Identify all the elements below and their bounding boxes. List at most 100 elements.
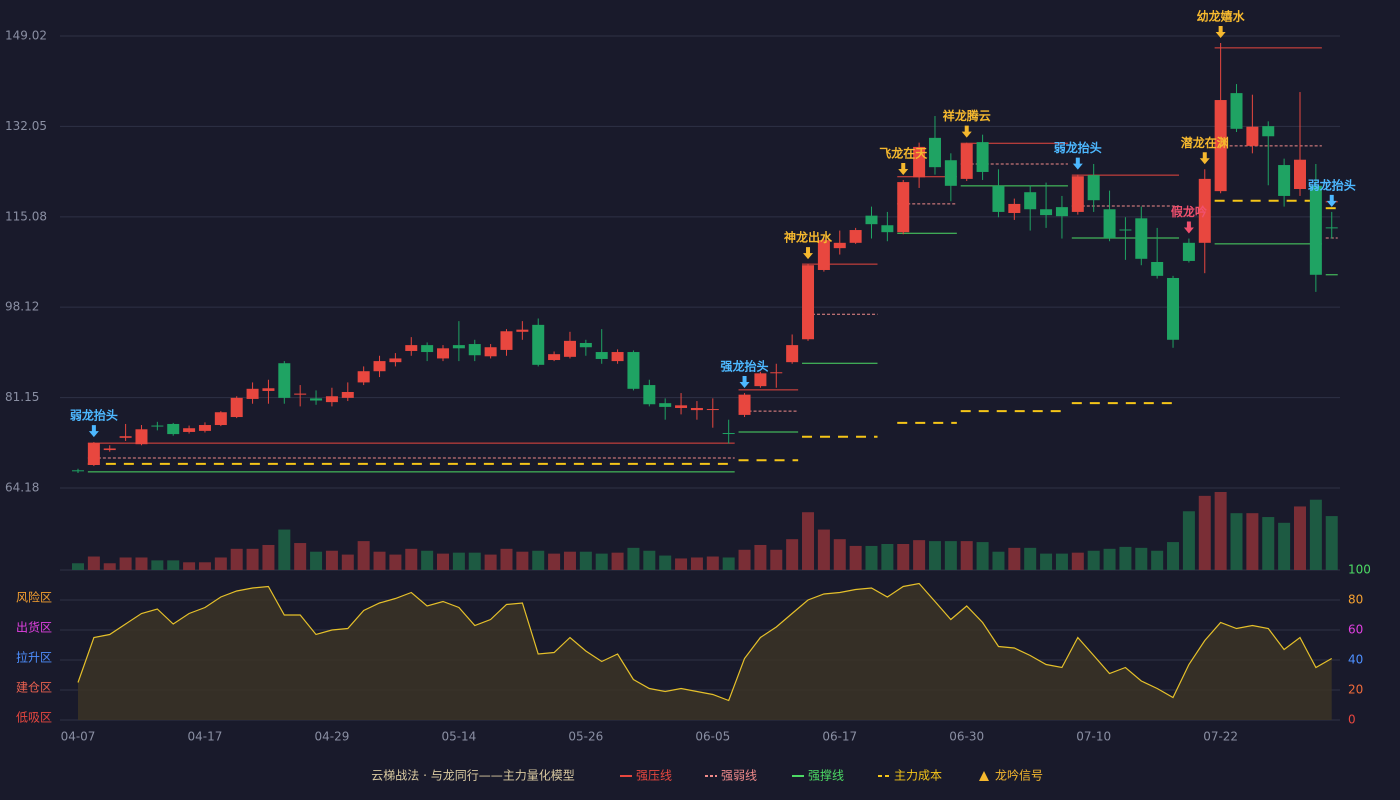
y-tick-label: 98.12 <box>5 300 39 314</box>
volume-bar <box>881 544 894 570</box>
x-tick-label: 05-26 <box>568 730 603 744</box>
indicator-tick-label: 60 <box>1348 623 1363 637</box>
legend-label: 强撑线 <box>808 768 844 783</box>
signal-label: 弱龙抬头 <box>1054 140 1102 155</box>
signal-label: 弱龙抬头 <box>70 408 118 423</box>
volume-bar <box>1008 547 1021 570</box>
candle-body <box>183 428 196 432</box>
indicator-area <box>78 583 1332 720</box>
volume-bar <box>72 563 84 570</box>
candle-body <box>1135 218 1148 259</box>
signal-label: 神龙出水 <box>784 230 833 245</box>
candle-body <box>627 352 640 389</box>
candle-body <box>1214 100 1227 192</box>
volume-bar <box>1246 513 1259 570</box>
candle-body <box>611 352 624 362</box>
candle-body <box>992 185 1005 212</box>
candle-body <box>373 361 386 372</box>
candle-body <box>579 342 592 348</box>
candle-body <box>1167 277 1180 340</box>
signal-arrow <box>803 247 814 260</box>
volume-bar <box>246 548 259 570</box>
volume-bar <box>294 543 307 570</box>
volume-bar <box>833 539 846 570</box>
signal-label: 幼龙嬉水 <box>1197 9 1246 24</box>
volume-bar <box>1087 550 1100 570</box>
volume-bar <box>468 552 481 570</box>
volume-bar <box>548 553 561 570</box>
volume-bar <box>770 549 783 570</box>
volume-bar <box>1119 546 1132 570</box>
signal-arrow <box>1199 152 1210 165</box>
volume-bar <box>532 550 545 570</box>
x-tick-label: 04-07 <box>61 730 96 744</box>
candle-body <box>881 225 894 233</box>
candle-body <box>960 143 973 179</box>
candle-body <box>532 324 545 365</box>
volume-bar <box>500 548 513 570</box>
candle-body <box>452 345 465 349</box>
candle-body <box>786 345 799 363</box>
x-tick-label: 06-30 <box>949 730 984 744</box>
volume-bar <box>452 552 465 570</box>
volume-bar <box>373 551 386 570</box>
volume-bar <box>595 553 608 570</box>
zone-label: 风险区 <box>16 590 52 605</box>
candle-body <box>357 371 370 383</box>
volume-bar <box>198 562 211 570</box>
volume-bar <box>992 551 1005 570</box>
candle-body <box>230 397 243 418</box>
y-tick-label: 115.08 <box>5 209 47 223</box>
volume-bar <box>151 560 164 570</box>
volume-bar <box>87 556 100 570</box>
candle-body <box>976 142 989 172</box>
volume-bar <box>611 552 624 570</box>
candle-body <box>119 436 132 438</box>
candle-body <box>802 265 815 340</box>
x-tick-label: 07-22 <box>1203 730 1238 744</box>
candle-body <box>262 388 275 391</box>
candle-body <box>754 373 767 387</box>
volume-bar <box>1293 506 1306 570</box>
x-tick-label: 06-05 <box>695 730 730 744</box>
candle-body <box>103 448 116 451</box>
volume-bar <box>325 550 338 570</box>
indicator-line <box>77 582 1332 702</box>
indicator-tick-label: 20 <box>1348 683 1363 697</box>
candle-body <box>913 146 926 178</box>
candle-body <box>1055 207 1068 217</box>
candle-body <box>659 403 672 407</box>
signal-arrow <box>88 425 99 438</box>
volume-bar <box>865 545 878 570</box>
volume-bar <box>976 542 989 570</box>
volume-bar <box>675 558 688 570</box>
x-tick-label: 04-29 <box>314 730 349 744</box>
candle-body <box>389 358 402 363</box>
candle-body <box>421 345 434 353</box>
signal-label: 潜龙在渊 <box>1181 135 1229 150</box>
candle-body <box>897 182 910 233</box>
volume-bar <box>690 557 703 570</box>
indicator-tick-label: 0 <box>1348 713 1356 727</box>
candle-body <box>1103 209 1116 239</box>
volume-bar <box>1103 548 1116 570</box>
x-tick-label: 04-17 <box>188 730 223 744</box>
candle-body <box>1008 203 1021 213</box>
candle-body <box>87 443 100 465</box>
signal-label: 弱龙抬头 <box>1308 177 1356 192</box>
volume-bar <box>1024 547 1037 570</box>
candle-body <box>246 388 259 399</box>
volume-bar <box>786 539 799 570</box>
candle-body <box>310 398 323 401</box>
y-tick-label: 132.05 <box>5 119 47 133</box>
candle-body <box>849 230 862 243</box>
volume-bar <box>643 550 656 570</box>
zone-label: 低吸区 <box>16 711 52 725</box>
candle-body <box>516 329 529 332</box>
volume-bar <box>944 541 957 570</box>
signal-arrow <box>739 376 750 389</box>
signal-label: 假龙吟 <box>1171 204 1207 219</box>
candle-body <box>72 470 84 472</box>
